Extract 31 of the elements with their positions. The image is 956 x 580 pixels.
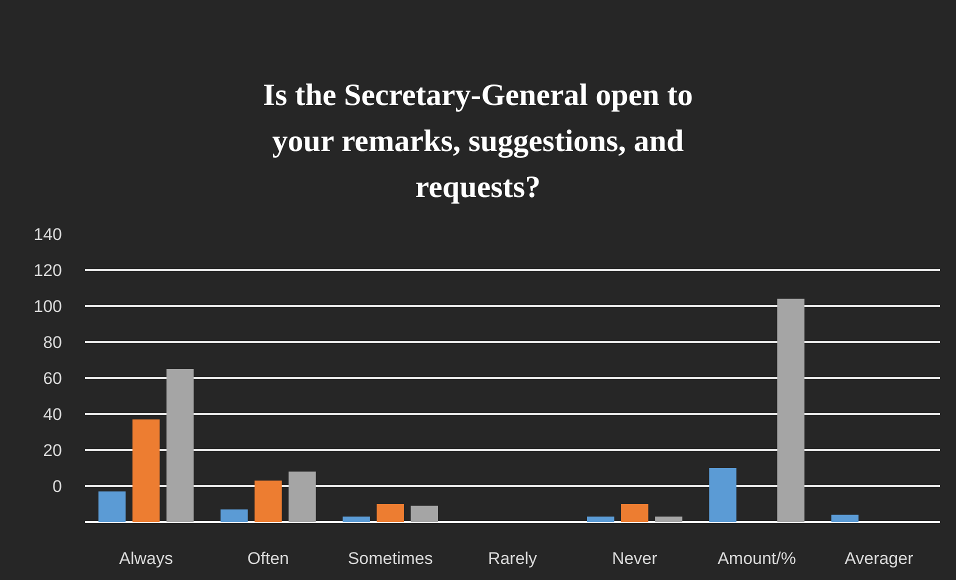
x-tick-label: Rarely [488, 549, 538, 568]
x-tick-label: Amount/% [718, 549, 796, 568]
y-tick-label: 100 [34, 296, 62, 316]
bar [587, 516, 614, 522]
y-tick-label: 140 [34, 224, 62, 244]
chart-title: Is the Secretary-General open to your remarks, suggestions, and requests? [263, 77, 693, 204]
x-tick-label: Often [247, 549, 290, 568]
y-tick-label: 0 [52, 476, 62, 496]
bar [98, 491, 126, 522]
bar [709, 468, 736, 522]
x-tick-label: Averager [844, 549, 914, 568]
bar [655, 516, 682, 522]
bar [166, 369, 194, 522]
y-tick-label: 60 [43, 368, 62, 388]
bar [410, 506, 438, 522]
bar [777, 298, 804, 522]
y-tick-label: 80 [43, 332, 62, 352]
bar [621, 504, 648, 522]
y-tick-label: 20 [43, 440, 62, 460]
bar [376, 504, 404, 522]
y-tick-label: 120 [34, 260, 62, 280]
x-tick-label: Sometimes [348, 549, 433, 568]
bar [220, 509, 248, 522]
x-tick-label: Never [612, 549, 658, 568]
bar [254, 480, 282, 522]
bar [342, 516, 370, 522]
bar [831, 514, 859, 522]
y-tick-label: 40 [43, 404, 62, 424]
bar [288, 472, 316, 522]
bar [132, 419, 160, 522]
x-tick-label: Always [119, 549, 173, 568]
